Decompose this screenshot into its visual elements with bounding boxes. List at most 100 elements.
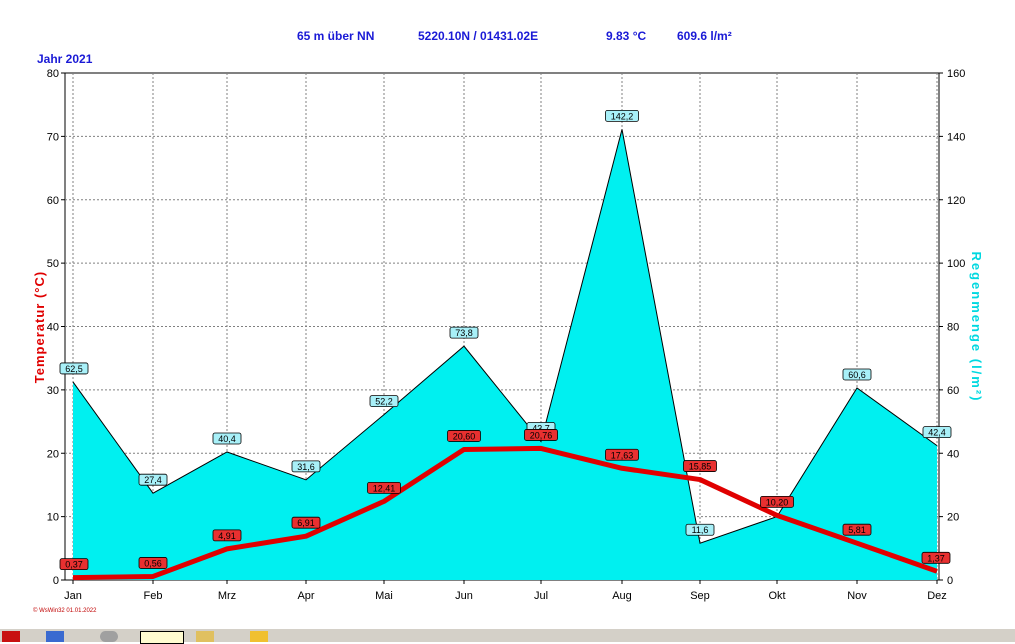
rain-data-label-box <box>212 432 242 445</box>
temp-data-label-box <box>842 523 872 536</box>
y-right-tick-label: 160 <box>947 68 965 80</box>
temp-data-label-text: 17,63 <box>611 450 634 460</box>
axes: 0 10 20 30 40 50 60 70 80 0 20 40 60 80 100 120 140 160 Ja… <box>47 68 966 602</box>
gear-icon[interactable] <box>100 631 118 642</box>
y-right-tick-label: 20 <box>947 512 959 524</box>
x-tick-label: Dez <box>927 590 947 602</box>
weather-icon[interactable] <box>140 631 184 644</box>
y-right-tick-label: 100 <box>947 258 965 270</box>
temp-data-label-text: 20,60 <box>453 431 476 441</box>
temp-data-label-box <box>367 481 401 494</box>
x-tick-label: Feb <box>144 590 163 602</box>
y-axis-right-title: Regenmenge (l/m²) <box>969 251 984 402</box>
y-left-tick-label: 0 <box>53 575 59 587</box>
x-tick-label: Jan <box>64 590 82 602</box>
temp-data-label-box <box>447 430 481 442</box>
rain-outline <box>72 129 938 544</box>
temp-data-label: 0,37 <box>59 558 89 571</box>
temp-data-label-box <box>683 460 717 472</box>
rain-data-label-text: 142,2 <box>611 111 634 121</box>
rain-data-label-box <box>842 368 872 381</box>
header-total-rain: 609.6 l/m² <box>677 29 732 43</box>
x-tick-label: Jul <box>534 590 548 602</box>
temp-data-label-text: 5,81 <box>848 525 866 535</box>
rain-data-label: 142,2 <box>605 110 639 122</box>
header-altitude: 65 m über NN <box>297 29 374 43</box>
rain-data-label: 52,2 <box>369 395 399 407</box>
x-tick-label: Apr <box>297 590 314 602</box>
temp-data-label-text: 12,41 <box>373 483 396 493</box>
rain-data-label-box <box>291 460 321 473</box>
y-left-tick-label: 20 <box>47 448 59 460</box>
temp-data-label: 1,37 <box>921 551 951 564</box>
temperature-series <box>72 445 938 581</box>
y-left-tick-label: 40 <box>47 322 59 334</box>
rain-data-label-text: 11,6 <box>692 525 709 535</box>
photo-icon[interactable] <box>46 631 64 642</box>
temp-data-label-text: 1,37 <box>927 553 945 563</box>
temp-data-label-text: 10,20 <box>766 497 789 507</box>
temp-data-label-box <box>605 448 639 461</box>
rain-data-label: 60,6 <box>842 368 872 381</box>
rain-data-label-text: 73,8 <box>455 328 473 338</box>
temp-data-label: 5,81 <box>842 523 872 536</box>
temp-data-label: 6,91 <box>291 516 321 529</box>
rain-data-label-text: 43,7 <box>532 424 550 434</box>
temp-data-label-box <box>59 558 89 571</box>
temp-data-label-text: 0,37 <box>65 560 83 570</box>
rain-data-label-box <box>922 426 952 439</box>
y-left-tick-label: 80 <box>47 68 59 80</box>
rain-data-label-box <box>449 326 479 339</box>
header-avg-temperature: 9.83 °C <box>606 29 646 43</box>
chart: 65 m über NN 5220.10N / 01431.02E 9.83 °… <box>32 29 984 614</box>
rain-data-label-box <box>369 395 399 407</box>
x-tick-label: Okt <box>768 590 785 602</box>
y-left-tick-label: 10 <box>47 512 59 524</box>
temp-data-label: 10,20 <box>760 495 794 508</box>
temp-data-label-box <box>138 557 168 569</box>
star-icon[interactable] <box>250 631 268 642</box>
temp-data-label: 4,91 <box>212 529 242 542</box>
close-icon[interactable] <box>2 631 20 642</box>
rain-data-label: 31,6 <box>291 460 321 473</box>
y-left-tick-label: 30 <box>47 385 59 397</box>
rain-data-label-text: 40,4 <box>218 434 236 444</box>
temp-data-label-text: 6,91 <box>297 518 315 528</box>
temperature-line <box>72 445 938 581</box>
temp-data-label-text: 20,76 <box>530 430 553 440</box>
y-right-tick-label: 0 <box>947 575 953 587</box>
x-tick-label: Jun <box>455 590 473 602</box>
y-axis-left-title: Temperatur (°C) <box>32 271 47 383</box>
y-right-tick-label: 60 <box>947 385 959 397</box>
rain-data-label: 11,6 <box>685 523 715 536</box>
rain-data-label: 40,4 <box>212 432 242 445</box>
temp-data-label-text: 0,56 <box>144 558 162 568</box>
y-right-tick-label: 80 <box>947 322 959 334</box>
y-left-tick-label: 50 <box>47 258 59 270</box>
x-tick-label: Mrz <box>218 590 236 602</box>
folder-icon[interactable] <box>196 631 214 642</box>
rain-data-label-box <box>59 362 89 375</box>
temp-data-label-text: 4,91 <box>218 531 236 541</box>
x-tick-label: Mai <box>375 590 393 602</box>
data-labels: 62,5 27,4 40,4 31,6 52,2 73,8 43,7 142,2 11,6 60,… <box>59 110 952 571</box>
temp-data-label-text: 15,85 <box>689 462 712 472</box>
rain-data-label-box <box>685 523 715 536</box>
rain-data-label-box <box>138 473 168 486</box>
temp-data-label-box <box>212 529 242 542</box>
temp-data-label: 15,85 <box>683 460 717 472</box>
header-coordinates: 5220.10N / 01431.02E <box>418 29 538 43</box>
header: 65 m über NN 5220.10N / 01431.02E 9.83 °… <box>37 29 732 66</box>
temp-data-label-box <box>760 495 794 508</box>
rain-data-label-text: 42,4 <box>928 428 946 438</box>
rain-data-label-box <box>605 110 639 122</box>
temp-data-label: 0,56 <box>138 557 168 569</box>
temp-data-label: 12,41 <box>367 481 401 494</box>
header-year: Jahr 2021 <box>37 52 93 66</box>
y-right-tick-label: 140 <box>947 131 965 143</box>
temp-data-label: 20,60 <box>447 430 481 442</box>
temp-data-label-box <box>921 551 951 564</box>
rain-data-label-text: 31,6 <box>297 462 315 472</box>
rain-data-label: 42,4 <box>922 426 952 439</box>
temp-data-label: 20,76 <box>524 429 558 441</box>
